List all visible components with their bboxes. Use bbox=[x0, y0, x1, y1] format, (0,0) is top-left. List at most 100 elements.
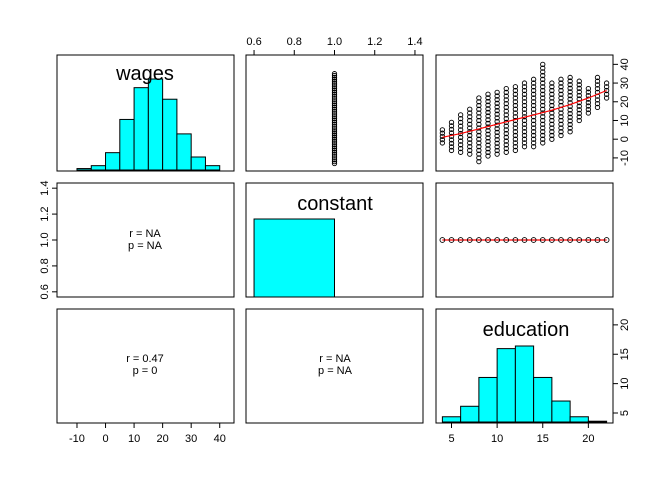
scatter-point bbox=[331, 93, 338, 99]
scatter-point bbox=[530, 106, 537, 112]
scatter-point bbox=[485, 117, 491, 123]
scatter-point bbox=[503, 100, 509, 107]
loess-line bbox=[442, 89, 607, 138]
scatter-point bbox=[331, 80, 338, 86]
scatter-point bbox=[549, 237, 555, 243]
scatter-point bbox=[503, 93, 509, 99]
y-axis-education-tick-label: 10 bbox=[619, 378, 631, 390]
scatter-point bbox=[576, 92, 582, 99]
scatter-point bbox=[494, 151, 500, 157]
scatter-point bbox=[476, 117, 482, 124]
scatter-point bbox=[331, 125, 338, 131]
scatter-point bbox=[331, 121, 338, 127]
scatter-point bbox=[567, 118, 573, 124]
scatter-point bbox=[576, 89, 582, 95]
scatter-point bbox=[494, 144, 500, 150]
x-axis-wages-tick-label: -10 bbox=[69, 433, 85, 445]
scatter-point bbox=[530, 91, 537, 97]
wages-hist-bar bbox=[204, 165, 221, 171]
scatter-point bbox=[494, 100, 500, 106]
scatter-point bbox=[567, 107, 573, 113]
scatter-point bbox=[467, 147, 473, 154]
scatter-point bbox=[331, 123, 338, 129]
scatter-point bbox=[467, 132, 473, 139]
scatter-point bbox=[467, 106, 473, 112]
scatter-point bbox=[448, 137, 455, 143]
scatter-point bbox=[331, 132, 338, 139]
scatter-point bbox=[540, 117, 546, 124]
scatter-point bbox=[540, 132, 546, 139]
education-hist-bar bbox=[587, 420, 608, 423]
scatter-point bbox=[558, 117, 564, 124]
scatter-point bbox=[503, 89, 509, 96]
scatter-point bbox=[512, 125, 519, 131]
scatter-point bbox=[331, 91, 338, 97]
scatter-point bbox=[576, 82, 582, 88]
scatter-point bbox=[540, 91, 546, 97]
corr-r-wages-education: r = 0.47 bbox=[126, 353, 164, 365]
x-axis-wages-tick-label: 30 bbox=[185, 433, 197, 445]
scatter-point bbox=[512, 95, 519, 101]
scatter-point bbox=[540, 99, 546, 105]
scatter-point bbox=[558, 95, 564, 101]
scatter-point bbox=[457, 134, 464, 140]
scatter-point bbox=[512, 129, 519, 135]
scatter-point bbox=[594, 100, 601, 107]
scatter-point bbox=[331, 97, 338, 103]
education-hist-bar bbox=[551, 400, 571, 423]
scatter-point bbox=[331, 157, 338, 163]
scatter-point bbox=[331, 99, 338, 105]
scatter-point bbox=[476, 237, 482, 243]
x-axis-wages-tick-label: 20 bbox=[157, 433, 169, 445]
scatter-point bbox=[549, 132, 555, 139]
education-hist-bar bbox=[460, 405, 480, 423]
scatter-point bbox=[485, 142, 491, 148]
scatter-point bbox=[521, 84, 528, 90]
scatter-point bbox=[448, 144, 455, 150]
scatter-point bbox=[331, 151, 338, 157]
scatter-point bbox=[457, 237, 464, 243]
scatter-point bbox=[603, 84, 610, 90]
scatter-point bbox=[549, 129, 555, 135]
scatter-point bbox=[457, 145, 464, 152]
scatter-point bbox=[476, 95, 482, 101]
scatter-point bbox=[476, 147, 482, 154]
scatter-point bbox=[521, 121, 528, 127]
scatter-point bbox=[457, 112, 464, 118]
scatter-point bbox=[476, 102, 482, 109]
scatter-point bbox=[476, 136, 482, 142]
scatter-point bbox=[576, 78, 582, 84]
scatter-point bbox=[331, 95, 338, 101]
scatter-point bbox=[530, 95, 537, 101]
scatter-point bbox=[485, 131, 491, 137]
scatter-point bbox=[466, 237, 473, 243]
scatter-point bbox=[503, 112, 509, 118]
scatter-point bbox=[567, 82, 573, 88]
panel-wages-diag bbox=[56, 54, 235, 172]
scatter-point bbox=[494, 89, 500, 96]
scatter-point bbox=[331, 129, 338, 135]
scatter-point bbox=[331, 87, 338, 94]
scatter-point bbox=[567, 237, 573, 243]
scatter-point bbox=[439, 140, 446, 146]
scatter-point bbox=[494, 97, 500, 103]
scatter-point bbox=[439, 127, 446, 133]
wages-hist-bar bbox=[162, 98, 178, 171]
education-hist-bar bbox=[533, 376, 553, 423]
scatter-point bbox=[331, 142, 338, 148]
scatter-point bbox=[503, 142, 509, 148]
scatter-point bbox=[558, 84, 564, 90]
scatter-point bbox=[331, 106, 338, 112]
scatter-point bbox=[494, 140, 500, 146]
scatter-point bbox=[512, 140, 519, 146]
scatter-point bbox=[467, 140, 473, 146]
scatter-point bbox=[530, 132, 537, 139]
scatter-point bbox=[512, 147, 519, 154]
scatter-point bbox=[558, 121, 564, 127]
wages-hist-bar bbox=[190, 156, 206, 171]
x-axis-constant-tick-label: 0.8 bbox=[287, 36, 302, 48]
scatter-point bbox=[467, 144, 473, 150]
scatter-point bbox=[521, 136, 528, 142]
scatter-point bbox=[503, 145, 509, 152]
scatter-point bbox=[594, 104, 601, 111]
